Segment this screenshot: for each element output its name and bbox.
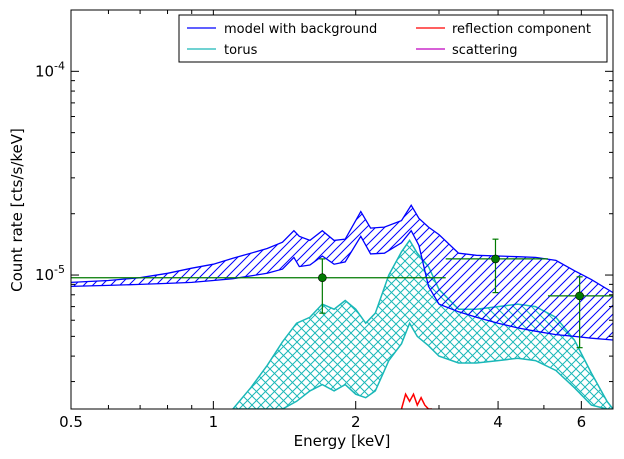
y-axis-label: Count rate [cts/s/keV] <box>8 128 26 292</box>
legend: model with background reflection compone… <box>178 14 608 63</box>
x-tick-label-4: 6 <box>577 413 587 431</box>
data-point-1 <box>71 258 446 314</box>
x-tick-label-0: 0.5 <box>59 413 83 431</box>
plot-area <box>71 204 613 409</box>
data-marker-1 <box>318 273 327 283</box>
x-tick-label-2: 2 <box>351 413 361 431</box>
legend-box <box>178 14 608 63</box>
data-point-2 <box>445 238 548 294</box>
y-tick-base-1: 10 <box>35 62 54 80</box>
torus-lower-line <box>232 321 613 409</box>
x-axis-label: Energy [keV] <box>294 432 391 450</box>
axis-ticks: 0.5 1 2 4 610-510-4 <box>35 9 614 431</box>
legend-label-reflection: reflection component <box>452 22 591 37</box>
legend-label-model: model with background <box>224 22 377 37</box>
model-upper-line <box>71 204 613 294</box>
y-tick-exp-0: -5 <box>54 263 65 276</box>
legend-label-scattering: scattering <box>452 43 518 58</box>
y-tick-label-0: 10-5 <box>35 263 65 284</box>
data-point-3 <box>547 276 613 349</box>
y-tick-exp-1: -4 <box>54 59 65 72</box>
plot-frame <box>70 9 614 410</box>
data-marker-2 <box>491 254 500 264</box>
x-tick-label-3: 4 <box>493 413 503 431</box>
y-tick-label-1: 10-4 <box>35 59 65 80</box>
x-tick-label-1: 1 <box>209 413 219 431</box>
legend-label-torus: torus <box>224 43 258 58</box>
model-band-fill <box>71 205 613 340</box>
reflection-line <box>400 392 432 409</box>
torus-band-fill <box>232 240 613 409</box>
data-marker-3 <box>575 291 584 301</box>
y-tick-base-0: 10 <box>35 266 54 284</box>
model-lower-line <box>71 229 613 341</box>
